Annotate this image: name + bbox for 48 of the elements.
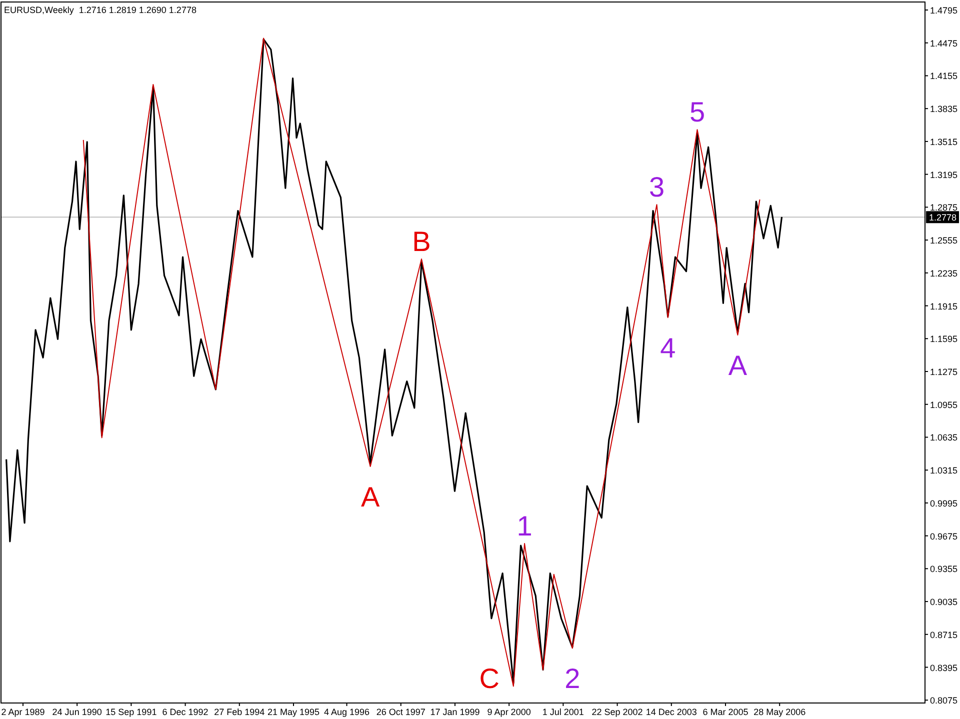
- y-tick-label: 0.9675: [930, 531, 958, 542]
- y-tick-label: 1.3515: [930, 136, 958, 147]
- y-tick-label: 0.8715: [930, 630, 958, 640]
- x-tick-label: 15 Sep 1991: [106, 707, 157, 717]
- x-tick-label: 6 Mar 2005: [702, 707, 748, 717]
- x-tick-label: 21 May 1995: [267, 707, 320, 717]
- y-tick-label: 1.4795: [930, 6, 958, 16]
- y-tick-label: 1.2555: [930, 236, 958, 246]
- annotation: 2: [564, 663, 580, 694]
- x-tick-label: 26 Oct 1997: [376, 707, 426, 717]
- y-tick-label: 0.9035: [930, 597, 958, 608]
- y-tick-label: 1.3195: [930, 170, 958, 180]
- x-tick-label: 1 Jul 2001: [542, 707, 584, 717]
- y-tick-label: 1.0315: [930, 466, 958, 476]
- y-tick-label: 0.9355: [930, 564, 958, 574]
- x-tick-label: 24 Jun 1990: [52, 707, 102, 717]
- x-tick-label: 2 Apr 1989: [1, 707, 45, 717]
- annotation: C: [479, 663, 500, 694]
- y-tick-label: 1.1275: [930, 367, 958, 377]
- x-tick-label: 27 Feb 1994: [214, 707, 265, 717]
- y-tick-label: 1.0955: [930, 400, 958, 410]
- x-tick-label: 22 Sep 2002: [592, 707, 643, 717]
- chart-title: EURUSD,Weekly 1.2716 1.2819 1.2690 1.2778: [4, 5, 196, 15]
- y-tick-label: 1.4475: [930, 38, 958, 48]
- annotation: 4: [660, 332, 676, 364]
- y-tick-label: 0.9995: [930, 498, 958, 508]
- y-tick-label: 1.3835: [930, 104, 958, 114]
- x-tick-label: 6 Dec 1992: [162, 707, 208, 717]
- y-tick-label: 1.2235: [930, 268, 958, 278]
- x-tick-label: 4 Aug 1996: [324, 707, 370, 717]
- annotation: 1: [516, 510, 532, 542]
- annotation: 3: [648, 171, 665, 202]
- x-tick-label: 28 May 2006: [754, 707, 806, 717]
- annotation: B: [412, 226, 431, 257]
- annotation: A: [728, 350, 748, 381]
- y-tick-label: 1.0635: [930, 432, 958, 443]
- y-tick-label: 1.4155: [930, 71, 958, 82]
- y-tick-label: 1.1595: [930, 334, 958, 344]
- x-tick-label: 9 Apr 2000: [487, 707, 531, 717]
- annotation: A: [360, 481, 380, 512]
- x-tick-label: 17 Jan 1999: [430, 707, 480, 717]
- annotation: 5: [689, 96, 706, 128]
- y-tick-label: 0.8075: [930, 696, 958, 706]
- y-tick-label: 0.8395: [930, 662, 958, 673]
- x-tick-label: 14 Dec 2003: [646, 707, 697, 717]
- y-tick-label: 1.1915: [930, 301, 958, 312]
- ref-line-label: 1.2778: [929, 212, 957, 223]
- y-tick-label: 1.2875: [930, 202, 958, 213]
